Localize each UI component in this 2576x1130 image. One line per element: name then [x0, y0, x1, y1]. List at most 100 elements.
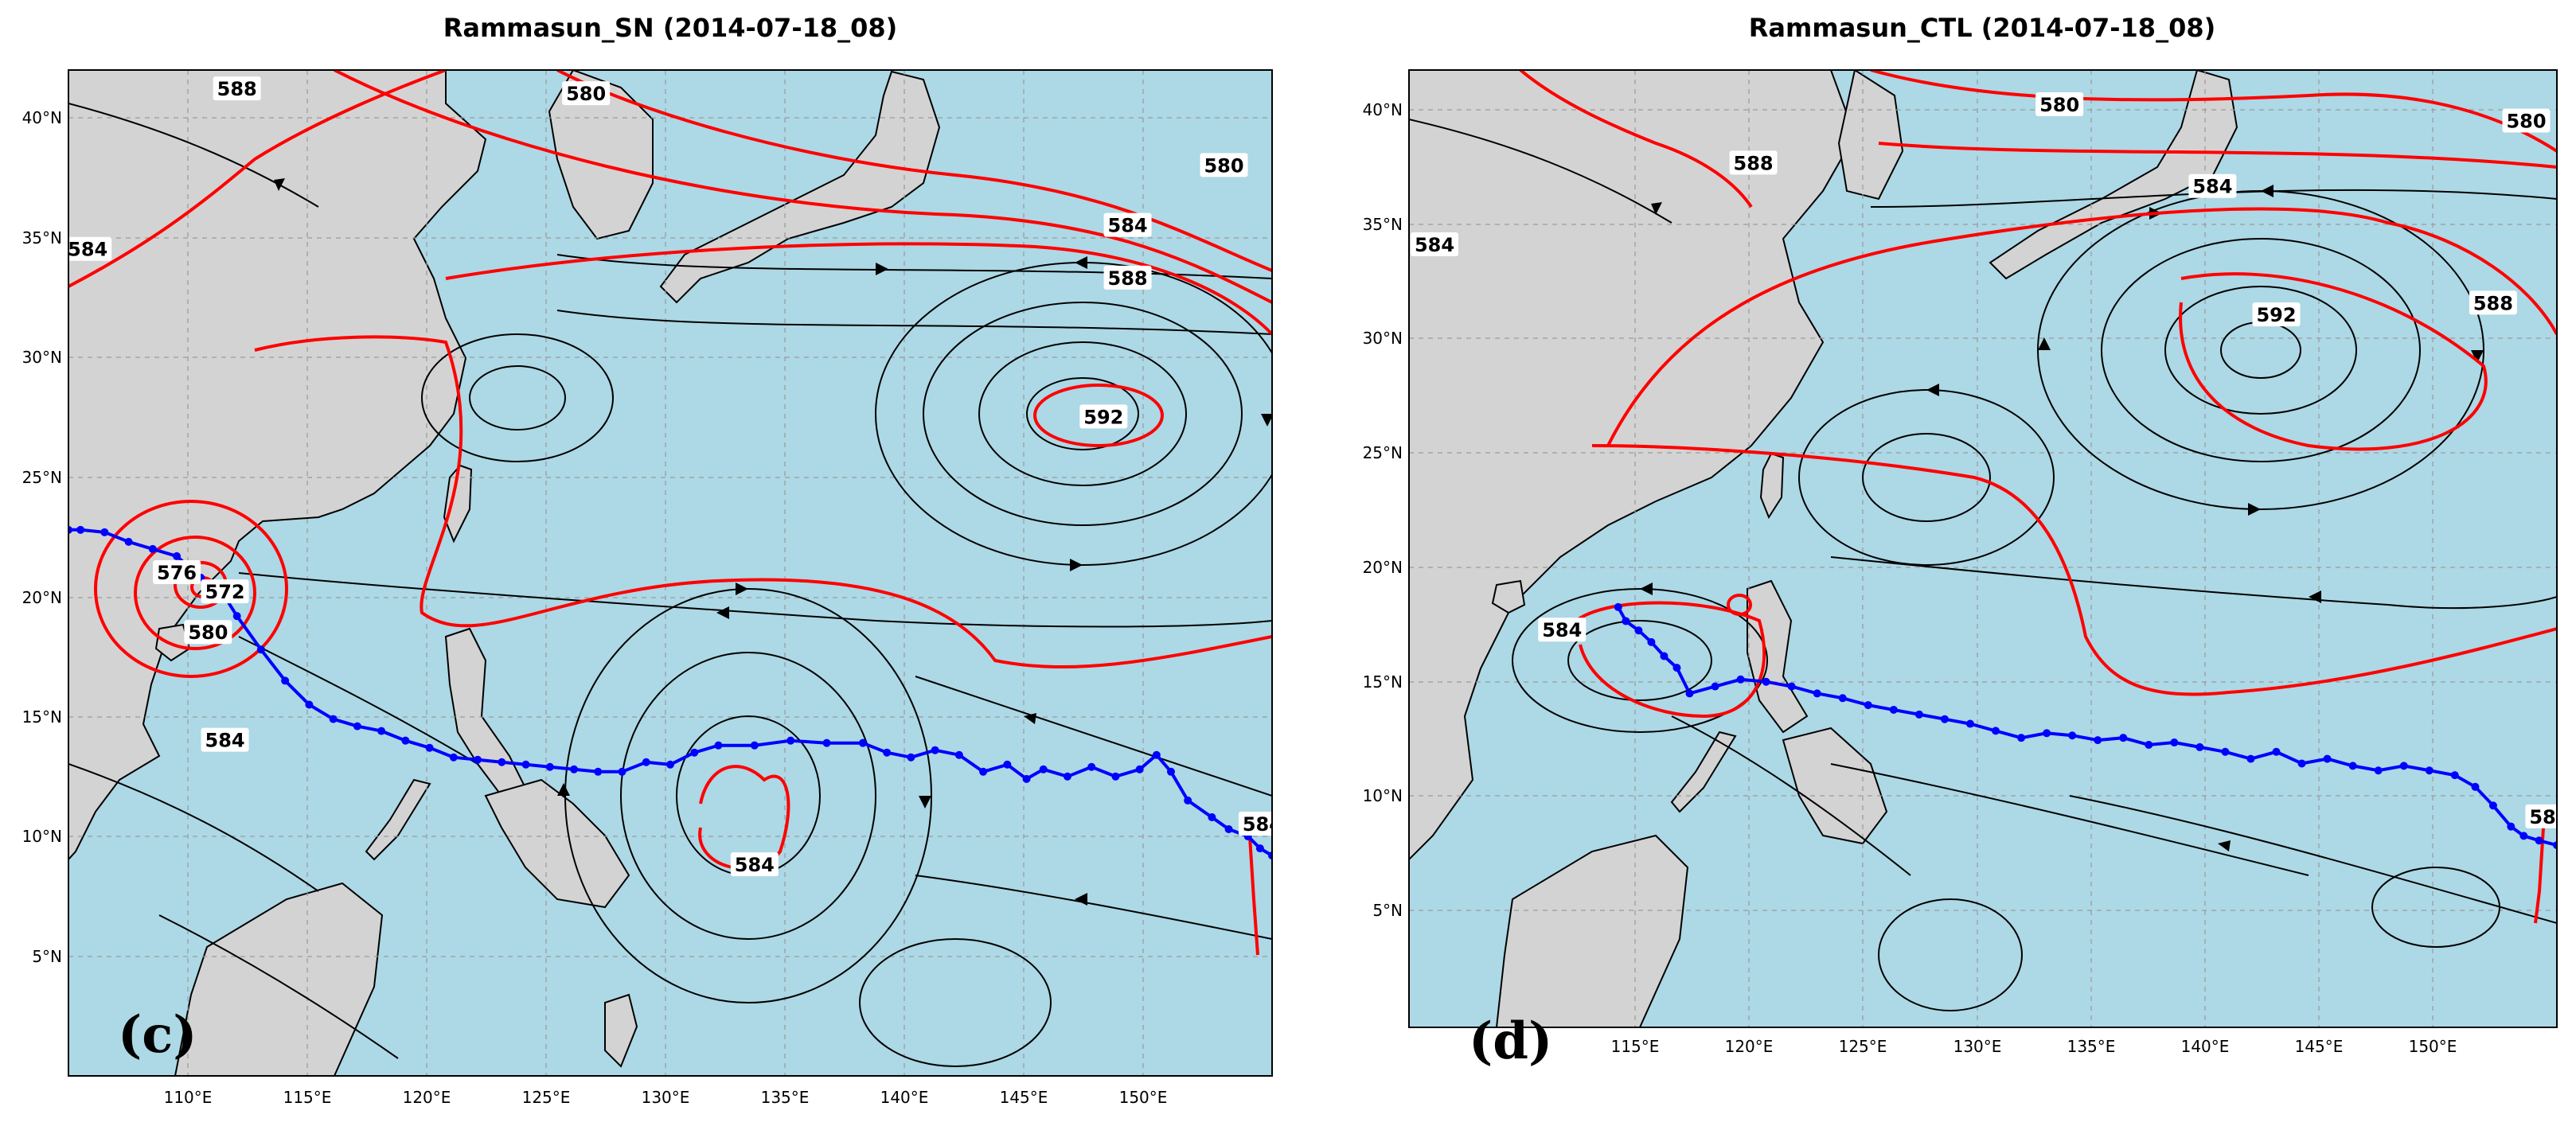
track-point — [68, 525, 72, 534]
track-point — [1184, 796, 1192, 805]
track-point — [750, 741, 759, 750]
track-point — [498, 758, 506, 766]
track-point — [2119, 734, 2128, 742]
track-point — [232, 612, 241, 621]
track-point — [449, 753, 458, 762]
track-point — [377, 727, 386, 735]
track-point — [2425, 766, 2434, 775]
contour-label-text: 592 — [2256, 304, 2296, 326]
contour-label-bg — [2252, 302, 2301, 327]
lon-tick: 110°E — [164, 1088, 213, 1107]
contour-label-bg — [213, 76, 261, 101]
panel-d-contours — [1519, 70, 2557, 924]
contour-label-bg — [2188, 173, 2237, 198]
panel-d-map: Rammasun_CTL (2014-07-18_08) — [1363, 13, 2558, 1071]
contour-label-bg — [2525, 804, 2557, 828]
track-point — [979, 767, 988, 776]
track-point — [1166, 767, 1175, 776]
lon-tick: 115°E — [1611, 1037, 1660, 1056]
panel-c-track-points — [68, 525, 1272, 860]
lat-tick: 10°N — [1363, 786, 1403, 805]
track-point — [1711, 682, 1719, 691]
lat-tick: 5°N — [1372, 901, 1403, 920]
contour-label-bg — [730, 852, 779, 877]
contour-label: 592 — [2252, 302, 2301, 327]
panel-d-label: (d) — [1469, 1011, 1552, 1071]
track-point — [353, 722, 361, 731]
contour-label-text: 580 — [1204, 154, 1243, 177]
track-point — [1111, 772, 1120, 781]
track-point — [931, 746, 939, 754]
track-point — [2348, 762, 2357, 770]
track-point — [329, 715, 338, 723]
track-point — [2170, 738, 2179, 747]
panel-d-track-points — [1614, 602, 2557, 850]
panel-c-map: Rammasun_SN (2014-07-18_08) — [22, 13, 1273, 1107]
track-point — [714, 741, 723, 750]
track-point — [474, 755, 482, 764]
contour-label-bg — [1729, 150, 1778, 175]
contour-label-bg — [68, 236, 112, 261]
lon-tick: 145°E — [2295, 1037, 2344, 1056]
track-point — [1614, 602, 1622, 611]
panel-c-contour-labels: 588 580 580 584 584 588 592 576 572 580 584 584 584 — [68, 76, 1272, 877]
contour-label-bg — [2502, 108, 2551, 133]
track-point — [2488, 801, 2497, 810]
contour-label-bg — [184, 620, 232, 645]
track-point — [2068, 731, 2077, 740]
track-point — [1660, 652, 1669, 660]
track-point — [1135, 765, 1144, 773]
track-point — [1940, 715, 1949, 723]
lon-tick: 115°E — [283, 1088, 332, 1107]
panel-d-land — [1409, 70, 2238, 1027]
panel-c-contours — [68, 70, 1272, 956]
contour-label: 584 — [1411, 232, 1459, 257]
lon-tick: 130°E — [642, 1088, 690, 1107]
contour-label-text: 592 — [1083, 406, 1123, 428]
track-point — [1914, 710, 1923, 719]
lat-tick: 40°N — [22, 108, 62, 127]
track-point — [1965, 719, 1974, 728]
track-point — [786, 736, 795, 745]
panel-d-gridlines — [1409, 70, 2557, 1027]
contour-label-bg — [1538, 618, 1587, 642]
track-point — [1152, 750, 1161, 759]
lon-tick: 140°E — [2181, 1037, 2230, 1056]
contour-label-text: 584 — [1542, 619, 1582, 641]
track-point — [2507, 822, 2516, 831]
contour-label: 584 — [2525, 804, 2557, 828]
panel-d-contour-labels: 588 580 580 584 584 588 592 584 584 — [1411, 92, 2557, 828]
contour-label-text: 584 — [1108, 215, 1148, 237]
track-point — [1208, 812, 1216, 821]
track-point — [2519, 832, 2528, 840]
panel-c-lon-ticks: 110°E 115°E 120°E 125°E 130°E 135°E 140°… — [164, 1088, 1168, 1107]
track-point — [1762, 677, 1770, 686]
track-point — [100, 528, 109, 536]
lon-tick: 120°E — [1725, 1037, 1774, 1056]
lon-tick: 140°E — [880, 1088, 929, 1107]
contour-label-text: 580 — [2506, 111, 2546, 133]
contour-label: 580 — [562, 81, 611, 106]
track-point — [2399, 762, 2408, 770]
contour-label: 580 — [184, 620, 232, 645]
contour-label: 584 — [2188, 173, 2237, 198]
contour-label: 584 — [1238, 812, 1272, 836]
track-point — [1672, 664, 1681, 672]
track-point — [1685, 689, 1694, 698]
contour-label-bg — [1103, 212, 1152, 237]
lon-tick: 130°E — [1953, 1037, 2002, 1056]
contour-label-text: 584 — [1415, 234, 1454, 256]
contour-label-bg — [1200, 153, 1248, 177]
contour-label-text: 580 — [2039, 94, 2079, 116]
lon-tick: 135°E — [761, 1088, 810, 1107]
contour-label: 584 — [1538, 618, 1587, 642]
track-point — [521, 760, 530, 769]
track-point — [1622, 617, 1630, 625]
track-point — [2450, 771, 2459, 780]
panel-c-frame — [68, 69, 1273, 1077]
contour-label: 580 — [1200, 153, 1248, 177]
contour-label: 588 — [213, 76, 261, 101]
lat-tick: 40°N — [1363, 100, 1403, 119]
track-point — [173, 551, 181, 560]
track-point — [2043, 729, 2051, 738]
